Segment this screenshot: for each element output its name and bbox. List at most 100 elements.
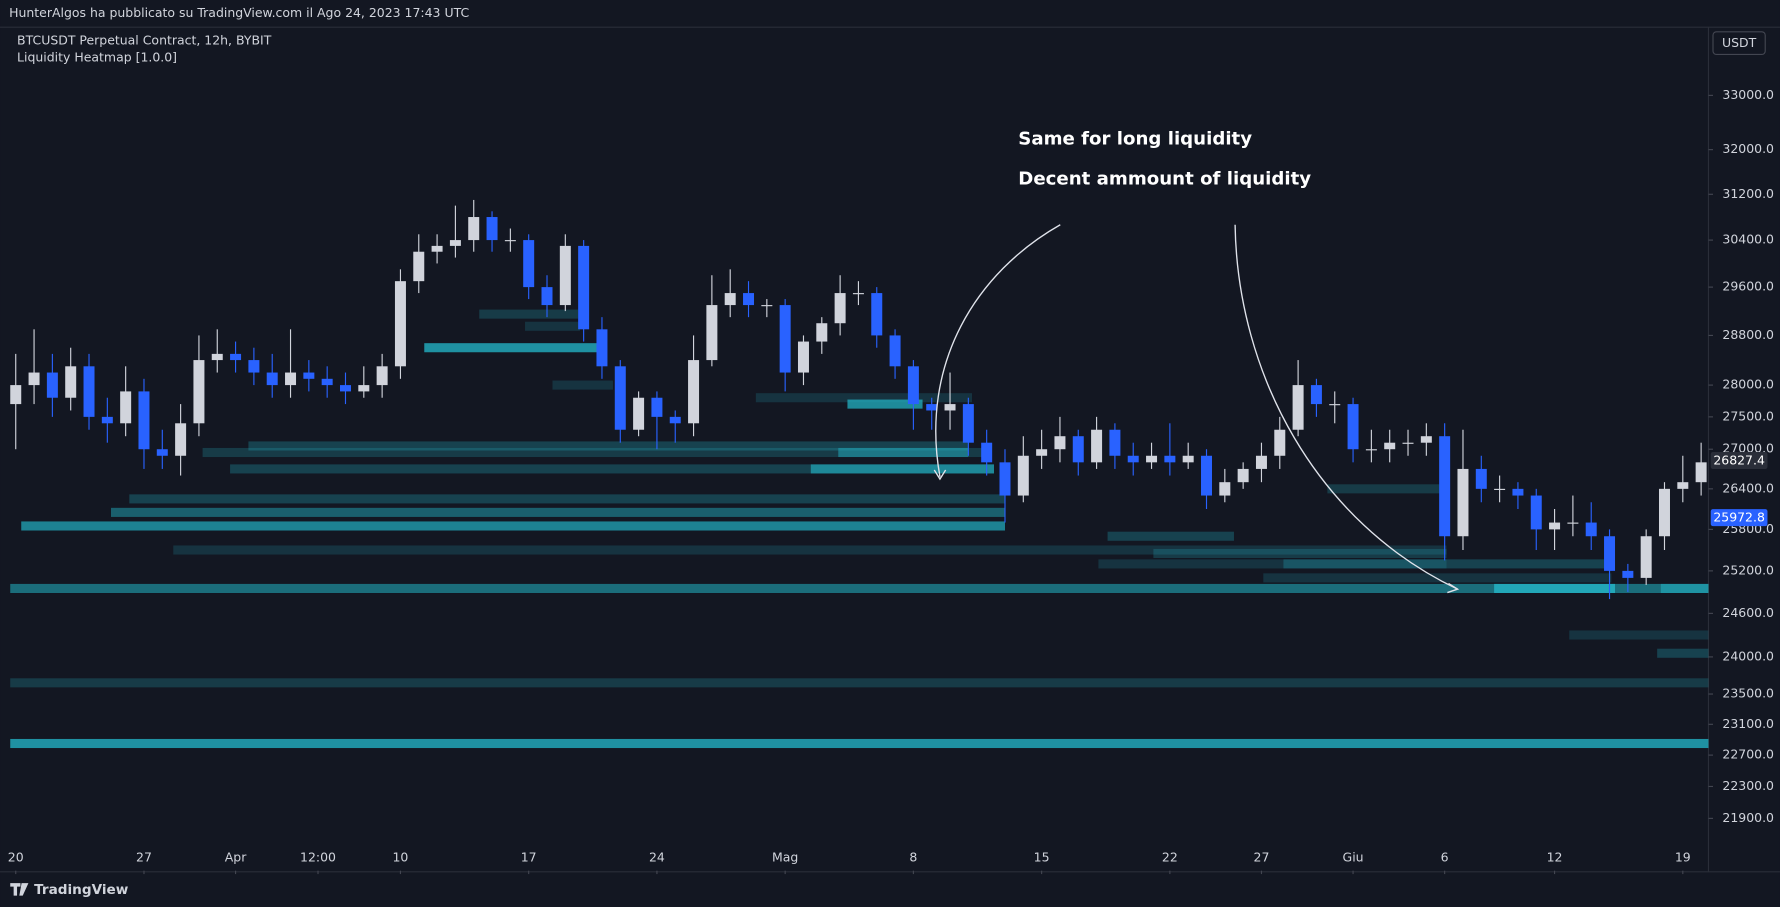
candle-body (797, 341, 809, 373)
candle-body (541, 287, 553, 306)
candle-body (1439, 436, 1451, 537)
y-tick-label: 25200.0 (1722, 562, 1774, 577)
liquidity-zone (1098, 559, 1447, 569)
candle-body (1072, 436, 1084, 463)
liquidity-zone (810, 464, 994, 474)
candle-body (1384, 442, 1396, 450)
chart-title: BTCUSDT Perpetual Contract, 12h, BYBIT (17, 32, 272, 47)
candle-body (1604, 536, 1616, 571)
candle-body (559, 245, 571, 306)
candle-body (669, 416, 681, 424)
liquidity-zone (173, 545, 1447, 555)
candle-body (1365, 449, 1377, 451)
candle-body (834, 293, 846, 324)
y-tick-label: 23500.0 (1722, 686, 1774, 701)
candle-body (1420, 436, 1432, 443)
arrow-head (1447, 582, 1460, 594)
candle-body (1677, 482, 1689, 489)
y-tick-label: 33000.0 (1722, 87, 1774, 102)
currency-button[interactable] (1712, 31, 1766, 56)
candle-body (303, 372, 315, 379)
candle-body (431, 245, 443, 252)
candle-body (285, 372, 297, 386)
liquidity-zone (10, 583, 1709, 594)
arrow (935, 224, 1061, 477)
candle-body (1329, 404, 1341, 406)
brand-logo (10, 883, 29, 896)
brand: TradingView (34, 882, 129, 898)
candle-body (614, 366, 626, 430)
price-tag-label: 25972.8 (1713, 510, 1765, 525)
annotation: Decent ammount of liquidity (1018, 168, 1311, 189)
candle-body (706, 305, 718, 361)
candle-body (468, 217, 480, 241)
currency-label[interactable]: USDT (1722, 35, 1757, 50)
candle-body (1146, 455, 1158, 463)
x-tick-label: Apr (225, 850, 247, 865)
candle-body (10, 385, 22, 405)
y-tick-label: 28000.0 (1722, 377, 1774, 392)
candle-body (743, 293, 755, 306)
x-tick-label: 22 (1162, 850, 1178, 865)
candle-body (1567, 522, 1579, 524)
candle-body (944, 404, 956, 411)
candle-body (1457, 468, 1469, 537)
x-tick-label: Mag (772, 850, 798, 865)
candle-body (1255, 455, 1267, 469)
candle-body (852, 293, 864, 295)
candle-body (523, 240, 535, 288)
candle-body (46, 372, 58, 398)
candle-body (321, 378, 333, 386)
liquidity-zone (21, 521, 1005, 531)
candle-body (394, 281, 406, 367)
liquidity-zone (1327, 484, 1447, 494)
candle-body (120, 391, 132, 424)
candle-body (83, 366, 95, 417)
x-tick-label: 12 (1547, 850, 1563, 865)
candle-body (28, 372, 40, 386)
liquidity-zone (248, 441, 969, 451)
candle-body (1182, 455, 1194, 463)
liquidity-zone (129, 494, 1005, 504)
candle-body (101, 416, 113, 424)
candle-body (1164, 455, 1176, 463)
candle-body (1402, 442, 1414, 444)
y-tick-label: 24000.0 (1722, 648, 1774, 663)
y-tick-label: 27500.0 (1722, 408, 1774, 423)
x-tick-label: 24 (649, 850, 665, 865)
candle-body (688, 360, 700, 424)
liquidity-zone (1263, 573, 1612, 583)
liquidity-zone (755, 393, 973, 403)
candle-body (1127, 455, 1139, 463)
x-tick-label: 20 (8, 850, 24, 865)
chart-subtitle: Liquidity Heatmap [1.0.0] (17, 49, 177, 64)
candle-body (339, 385, 351, 392)
candle-body (779, 305, 791, 373)
candle-body (816, 323, 828, 342)
candle-body (1347, 404, 1359, 450)
candle-body (65, 366, 77, 398)
liquidity-zone (838, 447, 969, 458)
candle-body (1054, 436, 1066, 450)
x-tick-label: Giu (1343, 850, 1364, 865)
candle-body (193, 360, 205, 424)
price-tag (1710, 509, 1768, 527)
liquidity-zone (1494, 583, 1616, 594)
x-tick-label: 27 (136, 850, 152, 865)
candle-body (1017, 455, 1029, 496)
price-tag (1710, 452, 1768, 470)
candle-body (413, 251, 425, 282)
liquidity-zone (525, 321, 580, 331)
candle-body (1622, 570, 1634, 578)
y-tick-label: 31200.0 (1722, 186, 1774, 201)
candle-body (211, 353, 223, 361)
x-tick-label: 8 (909, 850, 917, 865)
candle-body (761, 305, 773, 307)
y-tick-label: 24600.0 (1722, 605, 1774, 620)
candle-body (871, 293, 883, 336)
arrow (1234, 224, 1458, 590)
candle-body (926, 404, 938, 411)
candle-body (230, 353, 242, 361)
liquidity-zone (10, 678, 1709, 688)
